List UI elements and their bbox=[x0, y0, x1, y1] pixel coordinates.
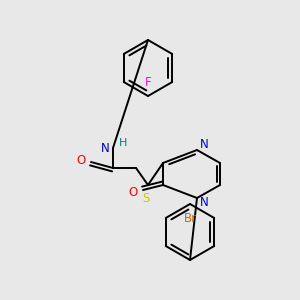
Text: O: O bbox=[77, 154, 86, 166]
Text: Br: Br bbox=[183, 212, 196, 225]
Text: N: N bbox=[200, 196, 209, 209]
Text: H: H bbox=[119, 138, 128, 148]
Text: N: N bbox=[101, 142, 110, 154]
Text: N: N bbox=[200, 139, 209, 152]
Text: F: F bbox=[145, 76, 151, 89]
Text: O: O bbox=[129, 185, 138, 199]
Text: S: S bbox=[142, 192, 150, 205]
